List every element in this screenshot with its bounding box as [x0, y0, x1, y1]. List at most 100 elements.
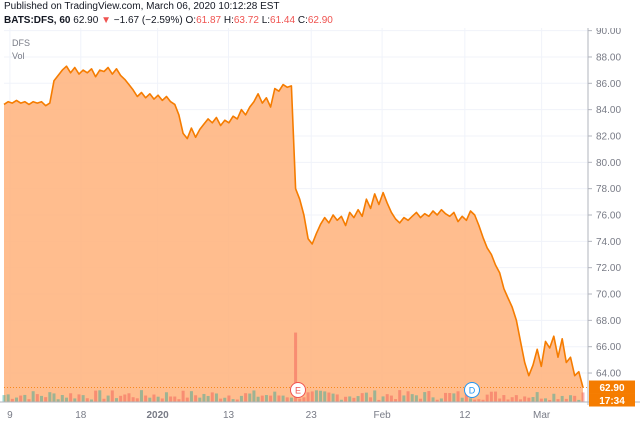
y-tick-label: 72.00 [596, 263, 621, 274]
symbol-label[interactable]: BATS:DFS, 60 [4, 15, 71, 26]
volume-bar [548, 399, 552, 402]
volume-bar [198, 397, 202, 402]
volume-bar [27, 399, 31, 402]
volume-bar [294, 332, 298, 402]
volume-bar [381, 396, 385, 402]
y-tick-label: 64.00 [596, 369, 621, 380]
dividend-marker-icon[interactable] [464, 382, 480, 398]
volume-bar [273, 391, 277, 402]
volume-bar [506, 399, 510, 402]
volume-bar [102, 398, 106, 402]
volume-bar [85, 398, 89, 402]
volume-bar [164, 392, 168, 402]
volume-bar [573, 395, 577, 402]
volume-bar [144, 395, 148, 402]
volume-bar [177, 399, 181, 402]
volume-bar [373, 390, 377, 402]
volume-bar [419, 398, 423, 402]
volume-bar [281, 395, 285, 402]
volume-bar [94, 390, 98, 402]
volume-bar [352, 397, 356, 402]
volume-bar [402, 395, 406, 402]
x-tick-label: Feb [374, 410, 392, 421]
volume-bar [510, 397, 514, 402]
volume-bar [489, 391, 493, 402]
volume-bar [310, 391, 314, 402]
volume-bar [452, 393, 456, 402]
volume-bar [544, 398, 548, 402]
volume-bar [244, 393, 248, 402]
open-label: O: [185, 15, 197, 26]
volume-bar [460, 397, 464, 402]
volume-bar [69, 393, 73, 402]
y-tick-label: 88.00 [596, 52, 621, 63]
volume-bar [89, 399, 93, 402]
volume-bar [139, 390, 143, 402]
volume-bar [110, 390, 114, 402]
volume-bar [577, 399, 581, 402]
x-tick-label: Mar [533, 410, 551, 421]
volume-bar [444, 392, 448, 402]
volume-bar [31, 391, 35, 402]
countdown-value: 17:34 [599, 396, 625, 407]
price-area [4, 66, 583, 402]
chart-area[interactable]: 64.00 66.00 68.00 70.00 72.00 74.00 76.00 78.00… [0, 28, 640, 434]
volume-bar [464, 391, 468, 402]
volume-bar [256, 396, 260, 402]
volume-bar [35, 394, 39, 402]
volume-bar [502, 395, 506, 402]
volume-bar [289, 397, 293, 402]
volume-bar [439, 398, 443, 402]
y-tick-label: 86.00 [596, 79, 621, 90]
ticker-pane-label: DFS [12, 38, 30, 48]
volume-bar [414, 395, 418, 402]
volume-pane-label: Vol [12, 51, 25, 61]
volume-bar [2, 395, 6, 402]
volume-bar [456, 391, 460, 402]
volume-bar [131, 397, 135, 402]
volume-bar [98, 390, 102, 402]
volume-bar [564, 398, 568, 402]
volume-bar [364, 392, 368, 402]
dividend-marker-label: D [469, 386, 476, 396]
volume-bar [485, 394, 489, 402]
volume-bar [19, 395, 23, 402]
volume-bar [260, 395, 264, 402]
volume-bar [494, 391, 498, 402]
low-label: L: [261, 15, 271, 26]
volume-bar [302, 397, 306, 402]
volume-bar [227, 395, 231, 402]
volume-bar [10, 398, 14, 402]
volume-bar [77, 394, 81, 402]
volume-bar [369, 397, 373, 402]
y-tick-label: 84.00 [596, 105, 621, 116]
volume-bar [73, 398, 77, 402]
high-value: 63.72 [233, 15, 259, 26]
volume-bar [181, 390, 185, 402]
close-value: 62.90 [307, 15, 333, 26]
chart-header: Published on TradingView.com, March 06, … [4, 0, 604, 27]
volume-bar [431, 397, 435, 402]
earnings-marker-label: E [295, 386, 301, 396]
price-chart[interactable]: 64.00 66.00 68.00 70.00 72.00 74.00 76.00 78.00… [0, 28, 640, 434]
down-arrow-icon: ▼ [101, 15, 111, 26]
volume-bar [223, 397, 227, 402]
volume-bar [398, 390, 402, 402]
price-tag-box [589, 380, 635, 394]
x-tick-label: 23 [306, 410, 318, 421]
volume-bar [119, 395, 123, 402]
x-tick-label: 12 [459, 410, 471, 421]
volume-bar [339, 399, 343, 402]
volume-bar [331, 393, 335, 402]
volume-bar [252, 390, 256, 402]
published-note: Published on TradingView.com, March 06, … [4, 1, 280, 12]
price-change: −1.67 (−2.59%) [113, 15, 183, 26]
volume-bar [539, 398, 543, 402]
volume-bar [235, 399, 239, 402]
volume-bar [285, 397, 289, 402]
earnings-marker-icon[interactable] [290, 382, 306, 398]
volume-bar [360, 393, 364, 402]
volume-bar [298, 398, 302, 402]
volume-bar [39, 395, 43, 402]
open-value: 61.87 [196, 15, 222, 26]
